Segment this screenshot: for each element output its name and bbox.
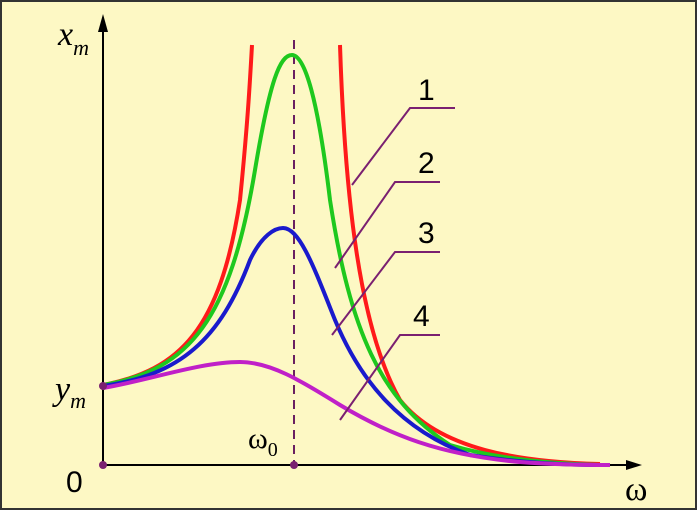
y-axis-label: xm [57,16,89,60]
leader-1 [351,107,455,186]
symbol: x [57,16,73,53]
leader-3 [331,251,440,336]
omega0-dot [290,461,298,469]
curve-label: 2 [418,147,435,180]
curve-label: 3 [418,217,435,250]
subscript: m [70,388,86,413]
x-axis-label: ω [625,471,647,508]
curve-4 [102,359,611,467]
symbol: y [52,371,71,408]
x-arrow [626,460,642,470]
subscript: 0 [268,439,278,461]
resonance-label: ω0 [248,422,278,461]
curve-1-right [338,44,601,466]
leader-4 [339,334,440,421]
leaders [331,107,455,421]
y-intercept-label: ym [52,371,86,413]
origin-label: 0 [66,466,83,499]
y-arrow [98,14,108,32]
origin-dot [99,461,107,469]
curve-label: 1 [418,74,435,107]
ym-dot [99,382,107,390]
symbol: ω [248,422,268,455]
curve-label: 4 [413,300,430,333]
subscript: m [73,35,89,60]
leader-2 [334,181,440,269]
